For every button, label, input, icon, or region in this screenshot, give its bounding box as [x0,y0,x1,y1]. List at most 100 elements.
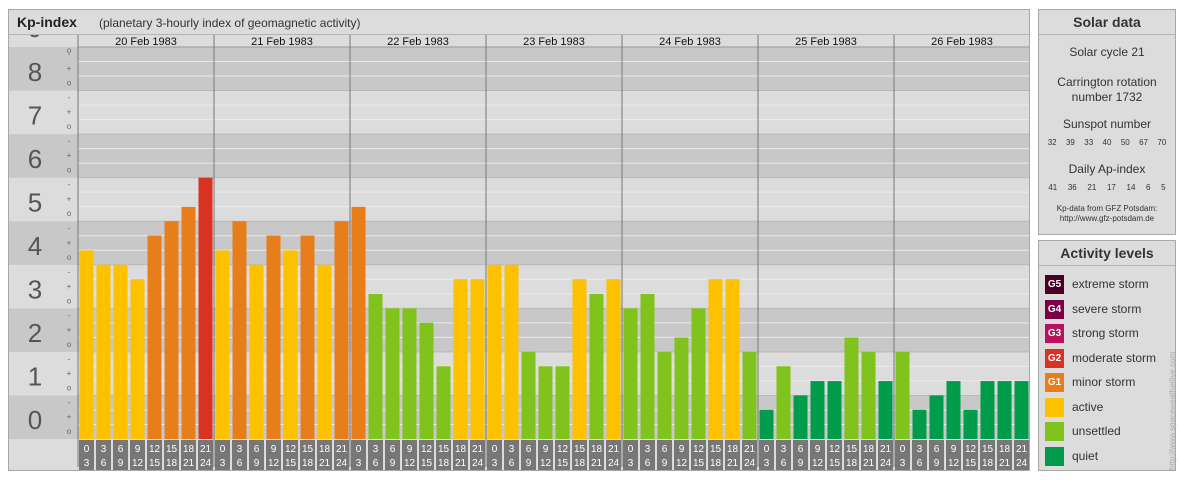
legend-swatch [1045,422,1064,441]
time-slot [164,440,179,470]
carrington-line2: number 1732 [1071,90,1143,104]
kp-bar [555,366,570,439]
ap-value-2: 21 [1087,183,1097,192]
y-subtick: + [67,151,72,160]
time-slot [351,440,366,470]
y-subtick: + [67,108,72,117]
sunspot-label: Sunspot number [1062,117,1152,131]
time-slot [606,440,621,470]
kp-bar [912,409,927,439]
time-slot-start: 6 [798,444,804,455]
kp-bar [130,279,145,439]
band-7 [9,90,1029,135]
kp-bar [793,395,808,439]
kp-bar [1014,381,1029,439]
time-slot-end: 18 [710,458,722,469]
day-label: 26 Feb 1983 [931,36,993,48]
y-subtick: o [67,296,72,305]
time-slot-end: 24 [608,458,620,469]
time-slot-end: 24 [744,458,756,469]
time-slot-start: 12 [965,444,977,455]
time-slot-start: 6 [254,444,260,455]
kp-bar [266,235,281,439]
time-slot-start: 15 [574,444,586,455]
time-slot-end: 15 [421,458,433,469]
kp-bar [827,381,842,439]
time-slot [147,440,162,470]
legend-label: quiet [1072,448,1099,463]
side-credit: http://www.spaceweatherlive.com [1168,351,1177,470]
band-4 [9,221,1029,265]
time-slot [249,440,264,470]
time-slot-start: 18 [999,444,1011,455]
time-slot-start: 12 [693,444,705,455]
time-slot-end: 21 [727,458,739,469]
ap-value-1: 36 [1067,183,1077,192]
time-slot [232,440,247,470]
day-label: 21 Feb 1983 [251,36,313,48]
date-strip [78,35,1029,47]
y-subtick: o [67,166,72,175]
time-slot-start: 0 [764,444,770,455]
kp-bar [810,381,825,439]
y-subtick: + [67,64,72,73]
y-tick-label: 4 [28,231,42,261]
time-slot-start: 3 [373,444,379,455]
time-slot-end: 9 [254,458,260,469]
time-slot [470,440,485,470]
time-slot-end: 9 [526,458,532,469]
chart-header: Kp-index (planetary 3-hourly index of ge… [9,10,1029,35]
kp-bar [538,366,553,439]
time-slot-end: 24 [200,458,212,469]
time-slot-end: 18 [166,458,178,469]
chart-title: Kp-index [17,14,77,30]
y-subtick: o [67,122,72,131]
time-slot [198,440,213,470]
y-tick-label: 8 [28,57,42,87]
ap-value-0: 41 [1048,183,1058,192]
legend-label: strong storm [1072,326,1139,340]
band-2 [9,308,1029,352]
time-slot-end: 12 [948,458,960,469]
kp-bar [181,206,196,439]
time-slot-end: 24 [472,458,484,469]
y-tick-label: 0 [28,405,42,435]
time-slot-end: 12 [676,458,688,469]
ap-label: Daily Ap-index [1068,162,1146,176]
kp-credit-line2: http://www.gfz-potsdam.de [1059,214,1155,223]
kp-bar [232,221,247,439]
time-slot-end: 15 [557,458,569,469]
time-slot [419,440,434,470]
kp-bar [147,235,162,439]
kp-bar [963,409,978,439]
time-slot-start: 6 [390,444,396,455]
time-slot-end: 9 [118,458,124,469]
legend-swatch [1045,397,1064,417]
time-slot-start: 6 [526,444,532,455]
time-slot-end: 9 [934,458,940,469]
time-slot [96,440,111,470]
legend-label: minor storm [1072,375,1136,389]
kp-bar [385,308,400,439]
kp-bar [997,381,1012,439]
time-slot-start: 3 [917,444,923,455]
legend-label: unsettled [1072,424,1121,438]
kp-bar [504,264,519,439]
y-tick-label: 1 [28,362,42,392]
time-slot-start: 21 [200,444,212,455]
kp-bar [96,264,111,439]
day-label: 25 Feb 1983 [795,36,857,48]
day-label: 20 Feb 1983 [115,36,177,48]
y-subtick: o [67,427,72,436]
legend-swatch: G2 [1045,348,1064,368]
time-slot [538,440,553,470]
time-slot [725,440,740,470]
time-slot [589,440,604,470]
time-slot [283,440,298,470]
time-slot-start: 0 [356,444,362,455]
sunspot-value-6: 70 [1157,138,1167,147]
y-subtick: + [67,195,72,204]
carrington-line1: Carrington rotation [1057,75,1157,89]
kp-bar [742,351,757,439]
time-slot-start: 12 [421,444,433,455]
